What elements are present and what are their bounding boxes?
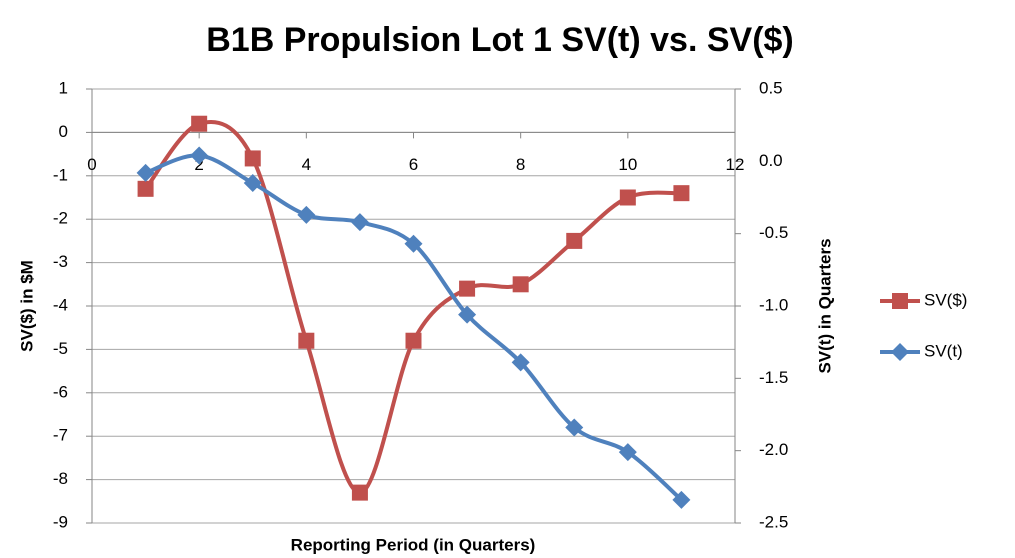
marker: [297, 205, 316, 224]
marker: [351, 484, 368, 501]
legend-marker: [891, 343, 909, 361]
y2-axis-title: SV(t) in Quarters: [815, 238, 834, 373]
x-axis-title: Reporting Period (in Quarters): [291, 535, 536, 554]
marker: [565, 418, 584, 437]
y2-tick-label: -2.5: [759, 512, 788, 531]
marker: [404, 234, 423, 253]
y2-tick-label: -1.0: [759, 295, 788, 314]
marker: [405, 332, 422, 349]
y2-tick-label: -0.5: [759, 223, 788, 242]
y-tick-label: -9: [53, 512, 68, 531]
marker: [459, 280, 476, 297]
y-tick-label: -4: [53, 295, 68, 314]
y-tick-label: 1: [59, 78, 68, 97]
y-tick-label: -8: [53, 469, 68, 488]
x-tick-label: 6: [409, 155, 418, 174]
marker: [458, 305, 477, 324]
marker: [190, 146, 209, 165]
marker: [191, 115, 208, 132]
series-line: [143, 119, 682, 495]
x-tick-label: 12: [726, 155, 745, 174]
marker: [512, 276, 529, 293]
y-tick-label: 0: [59, 122, 68, 141]
series-line: [144, 153, 683, 502]
marker: [618, 443, 637, 462]
y-tick-label: -1: [53, 165, 68, 184]
marker: [672, 490, 691, 509]
marker: [511, 353, 530, 372]
x-tick-label: 4: [302, 155, 311, 174]
x-tick-label: 10: [618, 155, 637, 174]
y2-tick-label: 0.0: [759, 151, 783, 170]
legend-label: SV(t): [924, 341, 963, 360]
marker: [619, 189, 636, 206]
y2-tick-label: -2.0: [759, 440, 788, 459]
marker: [350, 213, 369, 232]
y2-tick-label: 0.5: [759, 78, 783, 97]
y-axis-title: SV($) in $M: [17, 260, 36, 352]
y-tick-label: -2: [53, 209, 68, 228]
x-tick-label: 8: [516, 155, 525, 174]
y-tick-label: -5: [53, 339, 68, 358]
y-tick-label: -6: [53, 382, 68, 401]
y2-tick-label: -1.5: [759, 368, 788, 387]
legend-marker: [892, 293, 908, 309]
marker: [673, 185, 690, 202]
y-tick-label: -7: [53, 426, 68, 445]
marker: [136, 163, 155, 182]
marker: [298, 332, 315, 349]
chart-title: B1B Propulsion Lot 1 SV(t) vs. SV($): [206, 21, 794, 59]
y-tick-label: -3: [53, 252, 68, 271]
legend-label: SV($): [924, 290, 967, 309]
marker: [244, 150, 261, 167]
marker: [243, 174, 262, 193]
marker: [566, 232, 583, 249]
x-tick-label: 0: [87, 155, 96, 174]
marker: [137, 180, 154, 197]
